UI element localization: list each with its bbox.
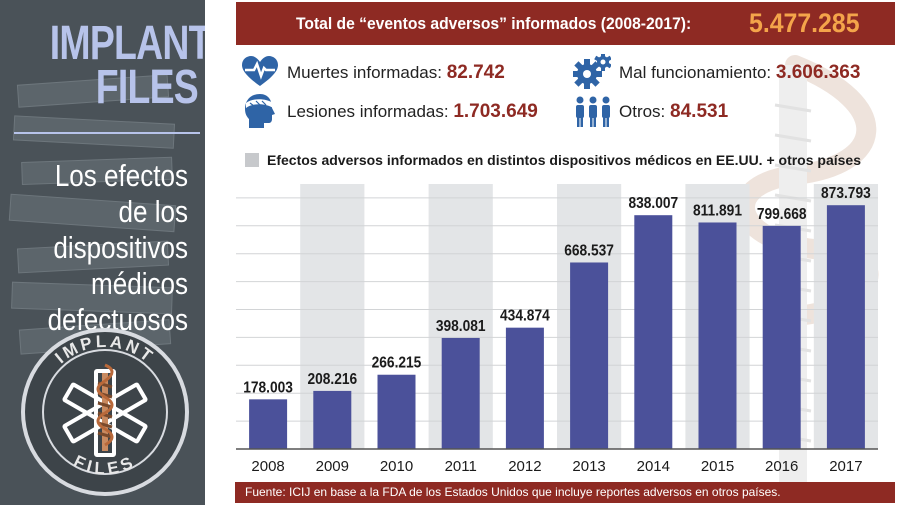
bar-2008 [249, 399, 288, 449]
stat-others-label: Otros: [619, 102, 666, 121]
stat-injuries: Lesiones informadas: 1.703.649 [287, 101, 538, 123]
stat-others-value: 84.531 [670, 101, 729, 122]
bar-value-label: 208.216 [307, 370, 357, 388]
heart-monitor-icon [242, 56, 278, 86]
bar-2014 [634, 215, 673, 449]
x-tick-label: 2009 [316, 458, 349, 475]
bar-value-label: 434.874 [500, 307, 550, 325]
divider [14, 132, 200, 134]
stat-malfunction-label: Mal funcionamiento: [619, 63, 772, 82]
legend-swatch [245, 153, 259, 167]
source-footer: Fuente: ICIJ en base a la FDA de los Est… [235, 482, 895, 503]
bar-2009 [313, 390, 352, 449]
x-tick-label: 2010 [380, 458, 413, 475]
page-subtitle: Los efectos de los dispositivos médicos … [47, 158, 188, 337]
x-tick-label: 2017 [829, 458, 862, 475]
bar-value-label: 873.793 [821, 184, 871, 202]
bar-2013 [570, 262, 609, 449]
total-banner: Total de “eventos adversos” informados (… [236, 2, 895, 45]
bar-value-label: 811.891 [693, 202, 742, 220]
total-label: Total de “eventos adversos” informados (… [296, 14, 692, 33]
chart-title: Efectos adversos informados en distintos… [267, 152, 861, 168]
stat-malfunction-value: 3.606.363 [775, 62, 861, 83]
bar-chart: 178.003 2008 208.216 2009 266.215 2010 398.081… [236, 184, 878, 475]
stat-others: Otros: 84.531 [619, 101, 728, 123]
kicker-title: IMPLANTS FILES [49, 17, 205, 114]
x-tick-label: 2016 [765, 458, 798, 475]
source-text: Fuente: ICIJ en base a la FDA de los Est… [245, 485, 781, 499]
bar-value-label: 838.007 [628, 194, 678, 212]
bar-value-label: 178.003 [243, 378, 293, 396]
main-panel: Total de “eventos adversos” informados (… [205, 0, 900, 505]
people-icon [576, 96, 610, 127]
implant-files-seal-logo: IMPLANT FILES [21, 328, 189, 496]
left-panel: IMPLANTS FILES Los efectos de los dispos… [0, 0, 205, 505]
chart-legend: Efectos adversos informados en distintos… [245, 152, 861, 168]
stat-deaths: Muertes informadas: 82.742 [287, 62, 505, 84]
stat-injuries-value: 1.703.649 [453, 101, 538, 122]
bar-2016 [762, 225, 801, 449]
bar-value-label: 799.668 [757, 205, 807, 223]
x-tick-label: 2014 [637, 458, 670, 475]
bar-2011 [441, 337, 480, 449]
total-value: 5.477.285 [749, 8, 860, 38]
stat-deaths-label: Muertes informadas: [287, 63, 442, 82]
stat-deaths-value: 82.742 [446, 62, 505, 83]
bar-2010 [377, 374, 416, 449]
stat-injuries-label: Lesiones informadas: [287, 102, 449, 121]
gears-icon [573, 54, 611, 89]
bar-value-label: 266.215 [372, 354, 422, 372]
stat-malfunction: Mal funcionamiento: 3.606.363 [619, 62, 860, 84]
bandaged-head-icon [245, 94, 275, 128]
bar-2017 [826, 205, 865, 449]
bar-value-label: 398.081 [436, 317, 486, 335]
x-tick-label: 2008 [251, 458, 284, 475]
bar-2015 [698, 222, 737, 449]
x-tick-label: 2013 [572, 458, 605, 475]
bar-2012 [505, 327, 544, 449]
x-tick-label: 2012 [508, 458, 541, 475]
bar-value-label: 668.537 [564, 242, 614, 260]
screw-implant-icon [96, 363, 114, 451]
x-tick-label: 2011 [445, 458, 477, 475]
x-tick-label: 2015 [701, 458, 734, 475]
